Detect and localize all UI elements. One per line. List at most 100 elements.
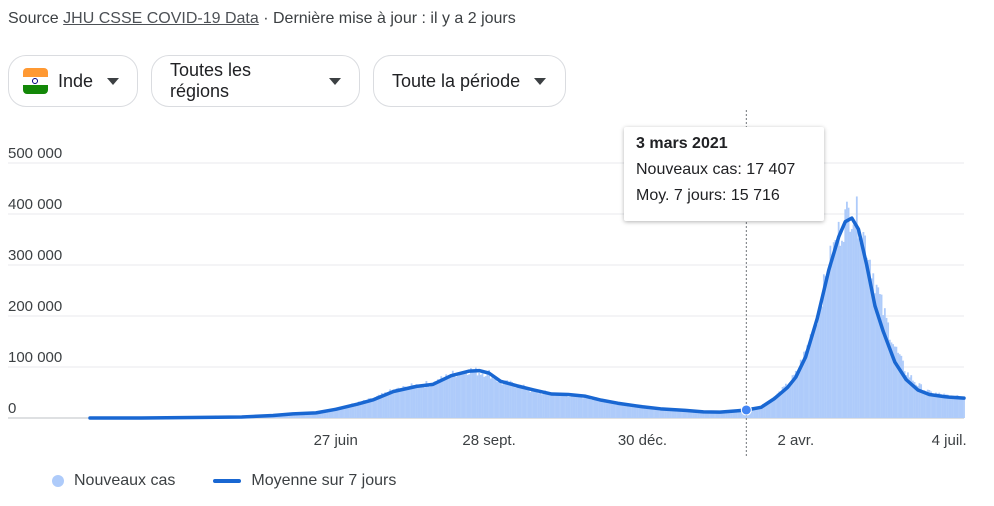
daily-cases-bar: [666, 410, 669, 418]
daily-cases-bar: [441, 377, 444, 418]
daily-cases-bar: [324, 409, 327, 418]
daily-cases-bar: [321, 410, 324, 418]
daily-cases-bar: [369, 398, 372, 418]
daily-cases-bar: [869, 259, 871, 418]
daily-cases-bar: [852, 224, 855, 418]
daily-cases-bar: [498, 379, 500, 418]
daily-cases-bar: [781, 386, 784, 418]
daily-cases-bar: [371, 399, 373, 418]
daily-cases-bar: [415, 384, 418, 418]
daily-cases-bar: [300, 412, 302, 418]
daily-cases-bar: [456, 376, 459, 418]
daily-cases-bar: [387, 394, 390, 418]
daily-cases-bar: [801, 363, 804, 418]
daily-cases-bar: [893, 346, 896, 418]
daily-cases-bar: [318, 411, 321, 418]
daily-cases-bar: [821, 306, 824, 418]
daily-cases-bar: [407, 387, 410, 418]
daily-cases-bar: [547, 393, 550, 418]
daily-cases-bar: [654, 408, 657, 418]
daily-cases-bar: [771, 400, 774, 418]
daily-cases-bar: [443, 378, 446, 418]
daily-cases-bar: [935, 392, 937, 418]
daily-cases-bar: [831, 263, 833, 418]
daily-cases-bar: [819, 307, 822, 418]
daily-cases-bar: [394, 390, 396, 418]
region-dropdown[interactable]: Toutes les régions: [151, 55, 360, 107]
daily-cases-bar: [639, 406, 642, 418]
covid-cases-chart[interactable]: 0 100 000 200 000 300 000 400 000 500 000 27 j…: [0, 110, 994, 470]
daily-cases-bar: [537, 393, 540, 418]
daily-cases-bar: [633, 407, 636, 418]
daily-cases-bar: [735, 410, 738, 418]
daily-cases-bar: [712, 412, 715, 418]
source-prefix: Source: [8, 10, 59, 27]
bars-group: [90, 196, 965, 418]
caret-down-icon: [329, 77, 341, 85]
daily-cases-bar: [664, 409, 667, 418]
daily-cases-bar: [699, 412, 702, 418]
daily-cases-bar: [532, 390, 535, 418]
source-link[interactable]: JHU CSSE COVID-19 Data: [63, 10, 259, 27]
daily-cases-bar: [534, 390, 537, 418]
daily-cases-bar: [806, 345, 809, 418]
daily-cases-bar: [618, 403, 621, 418]
daily-cases-bar: [791, 375, 794, 418]
daily-cases-bar: [859, 242, 862, 418]
daily-cases-bar: [578, 394, 581, 418]
daily-cases-bar: [943, 393, 946, 418]
daily-cases-bar: [611, 402, 614, 418]
daily-cases-bar: [949, 395, 952, 418]
daily-cases-bar: [503, 381, 505, 418]
daily-cases-bar: [565, 395, 568, 418]
daily-cases-bar: [728, 410, 731, 418]
daily-cases-bar: [756, 407, 759, 418]
daily-cases-bar: [714, 412, 716, 418]
daily-cases-bar: [727, 411, 730, 418]
daily-cases-bar: [921, 391, 924, 418]
daily-cases-bar: [878, 294, 881, 418]
daily-cases-bar: [450, 375, 453, 418]
country-dropdown[interactable]: Inde: [8, 55, 138, 107]
region-label: Toutes les régions: [170, 60, 252, 101]
daily-cases-bar: [463, 371, 466, 418]
daily-cases-bar: [667, 409, 670, 418]
daily-cases-bar: [643, 408, 645, 418]
daily-cases-bar: [437, 379, 439, 418]
daily-cases-bar: [931, 394, 934, 418]
daily-cases-bar: [552, 393, 555, 418]
daily-cases-bar: [310, 412, 312, 418]
daily-cases-bar: [493, 378, 495, 418]
daily-cases-bar: [315, 412, 317, 418]
daily-cases-bar: [583, 394, 586, 418]
daily-cases-bar: [605, 402, 608, 418]
daily-cases-bar: [535, 390, 538, 418]
daily-cases-bar: [420, 384, 423, 418]
daily-cases-bar: [524, 389, 527, 418]
y-tick-label: 100 000: [8, 349, 62, 366]
daily-cases-bar: [341, 407, 344, 418]
caret-down-icon: [534, 77, 547, 85]
daily-cases-bar: [753, 408, 756, 418]
daily-cases-bar: [455, 377, 457, 418]
daily-cases-bar: [476, 375, 479, 418]
daily-cases-bar: [621, 405, 624, 418]
daily-cases-bar: [509, 380, 512, 418]
daily-cases-bar: [374, 397, 377, 418]
daily-cases-bar: [501, 384, 504, 418]
daily-cases-bar: [908, 377, 911, 418]
daily-cases-bar: [723, 411, 726, 418]
y-tick-label: 500 000: [8, 145, 62, 162]
daily-cases-bar: [737, 409, 739, 418]
daily-cases-bar: [331, 409, 334, 418]
daily-cases-bar: [382, 393, 385, 418]
source-line: Source JHU CSSE COVID-19 Data · Dernière…: [8, 10, 516, 28]
daily-cases-bar: [923, 390, 926, 418]
period-dropdown[interactable]: Toute la période: [373, 55, 566, 107]
daily-cases-bar: [606, 401, 609, 418]
daily-cases-bar: [572, 393, 575, 418]
daily-cases-bar: [811, 338, 814, 418]
y-tick-label: 200 000: [8, 298, 62, 315]
daily-cases-bar: [826, 279, 829, 418]
daily-cases-bar: [474, 367, 477, 418]
